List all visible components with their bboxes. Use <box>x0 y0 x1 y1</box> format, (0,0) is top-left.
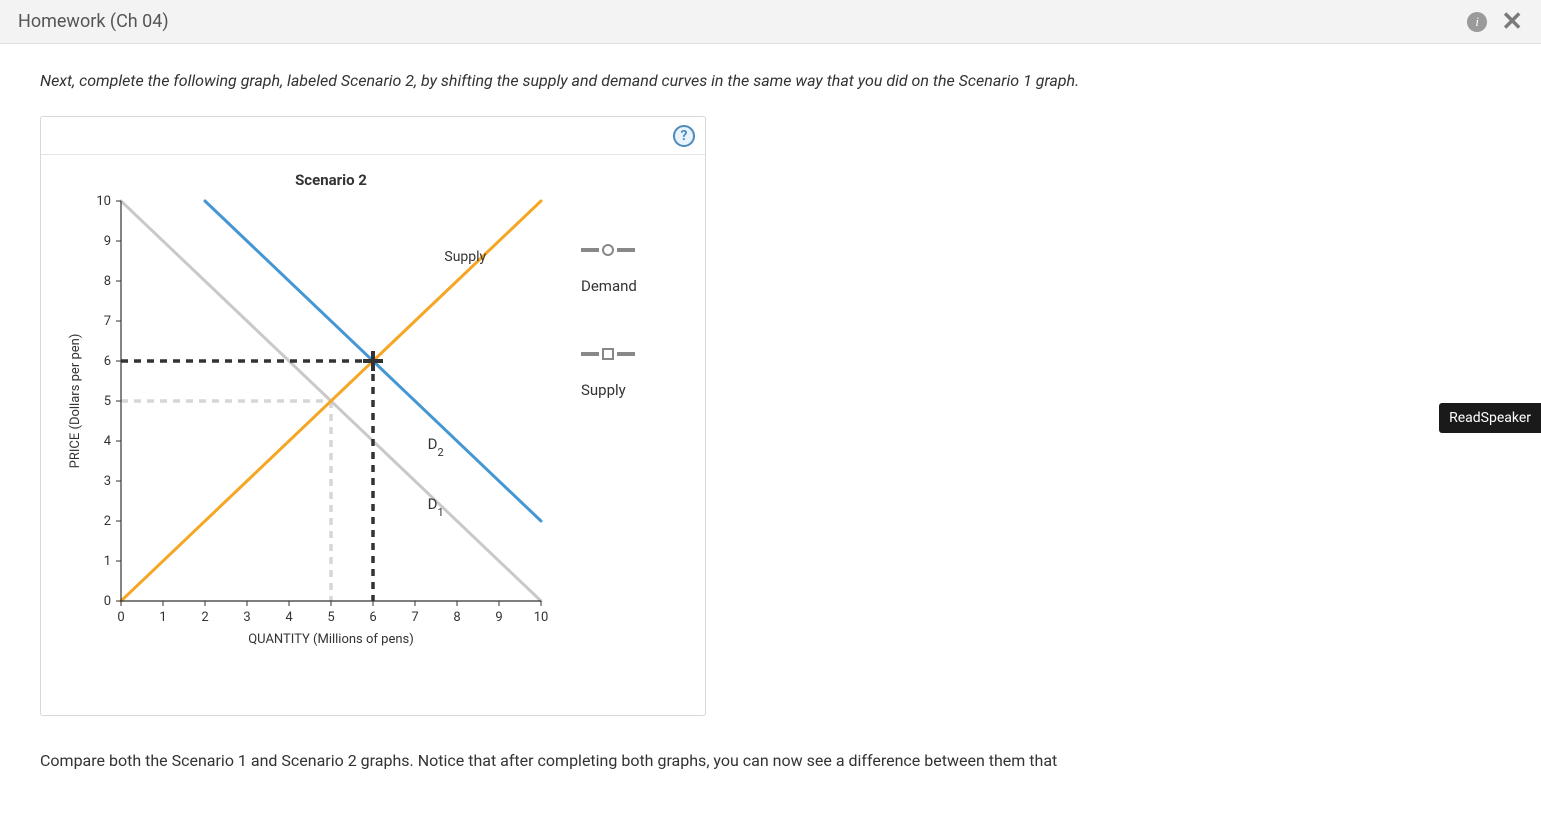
svg-text:Supply: Supply <box>444 249 486 265</box>
svg-text:4: 4 <box>285 610 293 625</box>
instruction-text: Next, complete the following graph, labe… <box>40 66 1140 96</box>
svg-text:9: 9 <box>495 610 502 625</box>
svg-text:5: 5 <box>327 610 334 625</box>
legend-supply-label: Supply <box>581 381 626 399</box>
svg-text:4: 4 <box>104 434 112 449</box>
legend-area: Demand Supply <box>551 171 637 695</box>
svg-text:10: 10 <box>96 194 111 209</box>
svg-text:0: 0 <box>104 594 111 609</box>
demand-marker-icon <box>581 241 637 260</box>
svg-text:9: 9 <box>104 234 111 249</box>
footer-text: Compare both the Scenario 1 and Scenario… <box>40 746 1140 776</box>
svg-text:PRICE (Dollars per pen): PRICE (Dollars per pen) <box>68 334 83 469</box>
svg-text:7: 7 <box>411 610 418 625</box>
header-bar: Homework (Ch 04) i ✕ <box>0 0 1541 44</box>
content-area: Next, complete the following graph, labe… <box>0 44 1541 799</box>
svg-text:3: 3 <box>104 474 111 489</box>
svg-text:Scenario 2: Scenario 2 <box>295 171 367 189</box>
info-icon[interactable]: i <box>1467 12 1487 32</box>
svg-text:1: 1 <box>159 610 166 625</box>
svg-text:7: 7 <box>104 314 111 329</box>
graph-toolbar: ? <box>41 117 705 155</box>
svg-text:6: 6 <box>104 354 111 369</box>
graph-panel: ? Scenario 2 0 1 2 3 4 5 6 7 8 9 10 0 1 2 3 4 5 6 7 8 9 10 QUAN… <box>40 116 706 716</box>
svg-text:10: 10 <box>534 610 549 625</box>
legend-supply[interactable]: Supply <box>581 345 637 399</box>
svg-text:1: 1 <box>104 554 111 569</box>
graph-help-button[interactable]: ? <box>673 125 695 147</box>
readspeaker-button[interactable]: ReadSpeaker <box>1439 403 1541 433</box>
chart-container[interactable]: Scenario 2 0 1 2 3 4 5 6 7 8 9 10 0 1 2 3 4 5 6 7 8 9 10 QUANTI… <box>61 171 551 695</box>
svg-text:0: 0 <box>117 610 124 625</box>
page-title: Homework (Ch 04) <box>18 11 169 32</box>
header-icons: i ✕ <box>1467 9 1523 35</box>
svg-text:8: 8 <box>104 274 111 289</box>
graph-body: Scenario 2 0 1 2 3 4 5 6 7 8 9 10 0 1 2 3 4 5 6 7 8 9 10 QUANTI… <box>41 155 705 715</box>
svg-text:8: 8 <box>453 610 460 625</box>
legend-demand[interactable]: Demand <box>581 241 637 295</box>
svg-text:2: 2 <box>104 514 111 529</box>
supply-marker-icon <box>581 345 637 364</box>
svg-text:2: 2 <box>201 610 208 625</box>
svg-text:6: 6 <box>369 610 376 625</box>
svg-text:D2: D2 <box>428 435 444 459</box>
svg-text:D1: D1 <box>428 495 444 519</box>
close-icon[interactable]: ✕ <box>1501 9 1523 35</box>
svg-text:5: 5 <box>104 394 111 409</box>
svg-text:3: 3 <box>243 610 250 625</box>
economics-chart[interactable]: Scenario 2 0 1 2 3 4 5 6 7 8 9 10 0 1 2 3 4 5 6 7 8 9 10 QUANTI… <box>61 171 551 691</box>
svg-text:QUANTITY (Millions of pens): QUANTITY (Millions of pens) <box>248 632 414 647</box>
legend-demand-label: Demand <box>581 277 637 295</box>
